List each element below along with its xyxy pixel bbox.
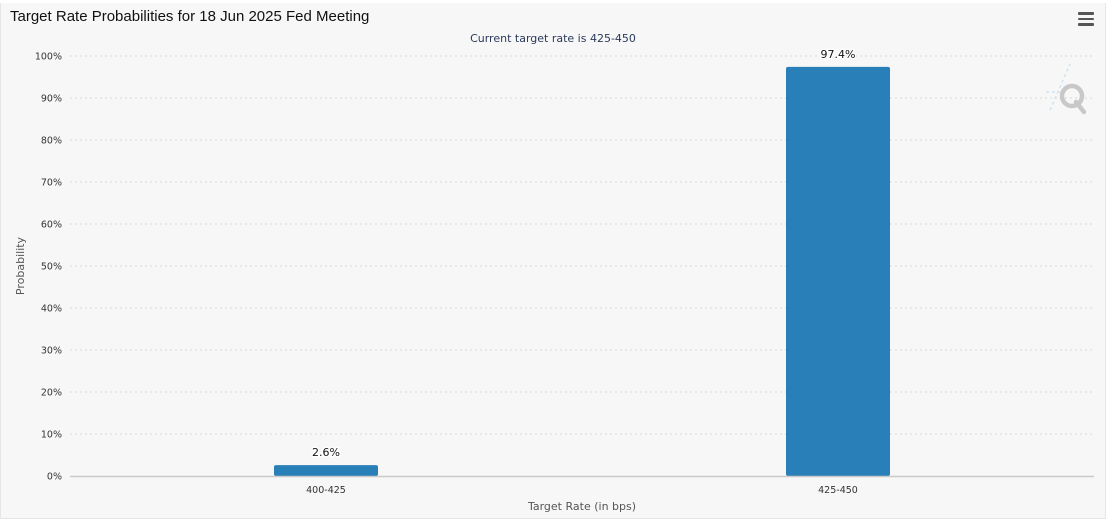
menu-line [1078, 12, 1094, 15]
data-label: 2.6% [312, 446, 340, 459]
y-tick-label: 100% [35, 52, 62, 63]
menu-line [1078, 17, 1094, 20]
bar-400-425[interactable] [274, 465, 378, 476]
data-label: 97.4% [821, 48, 856, 61]
y-tick-label: 40% [41, 304, 62, 315]
gridlines [70, 55, 1094, 435]
chart-title: Target Rate Probabilities for 18 Jun 202… [10, 8, 370, 25]
y-tick-label: 80% [41, 136, 62, 147]
y-tick-label: 30% [41, 346, 62, 357]
x-tick-label: 400-425 [306, 485, 346, 496]
y-tick-label: 70% [41, 178, 62, 189]
y-axis-ticks: 0% 10% 20% 30% 40% 50% 60% 70% 80% 90% 100% [35, 52, 62, 483]
y-tick-label: 50% [41, 262, 62, 273]
y-tick-label: 0% [47, 472, 62, 483]
y-axis-title: Probability [14, 236, 27, 295]
menu-line [1078, 23, 1094, 26]
y-tick-label: 60% [41, 220, 62, 231]
y-tick-label: 10% [41, 430, 62, 441]
x-axis-ticks: 400-425 425-450 [306, 485, 858, 496]
y-tick-label: 90% [41, 94, 62, 105]
bars: 2.6% 97.4% [274, 47, 890, 477]
y-tick-label: 20% [41, 388, 62, 399]
x-axis-title: Target Rate (in bps) [527, 500, 636, 513]
quikstrike-logo-icon [1046, 63, 1087, 115]
hamburger-menu-icon[interactable] [1076, 12, 1096, 30]
x-tick-label: 425-450 [818, 485, 858, 496]
bar-425-450[interactable] [786, 66, 890, 477]
chart-subtitle: Current target rate is 425-450 [470, 32, 636, 45]
top-strip [0, 0, 1106, 3]
